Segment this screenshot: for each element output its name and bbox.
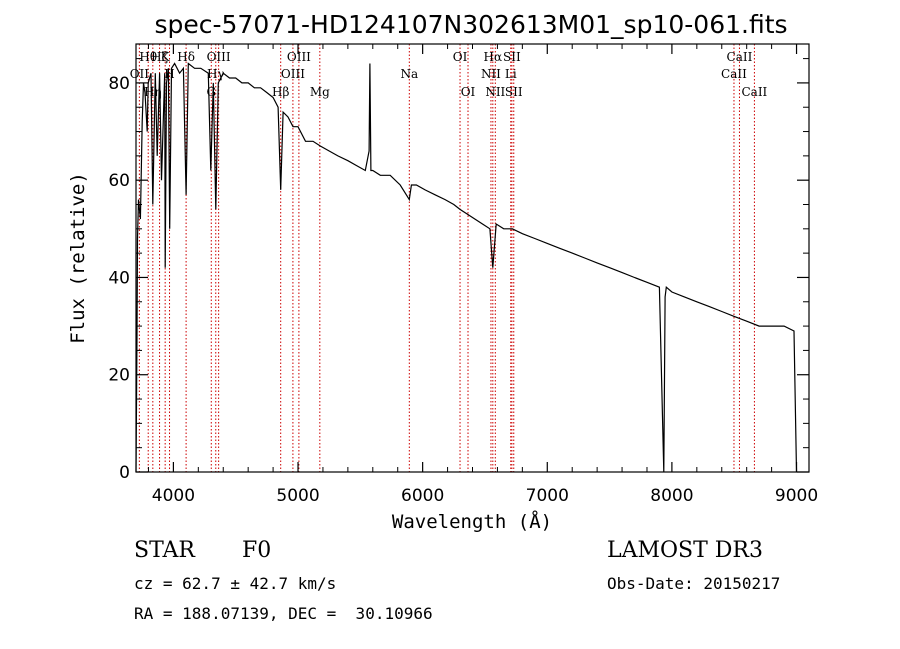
- line-marker-group: [138, 44, 755, 472]
- line-label-10: Hβ: [272, 85, 289, 99]
- x-tick-label-4: 8000: [650, 486, 693, 506]
- line-label-1: Hθ: [139, 50, 157, 64]
- line-label-group: OIIHθHηHζKHHδGHγOIIIHβOIIIOIIIMgNaOIOINI…: [130, 50, 768, 99]
- line-label-18: Hα: [484, 50, 503, 64]
- line-label-15: OI: [453, 50, 468, 64]
- x-tick-label-2: 6000: [401, 486, 444, 506]
- line-label-4: K: [161, 50, 171, 64]
- line-label-3: Hζ: [151, 50, 168, 64]
- x-tick-label-5: 9000: [775, 486, 818, 506]
- coordinates-text: RA = 188.07139, DEC = 30.10966: [134, 604, 433, 623]
- line-label-11: OIII: [281, 67, 305, 81]
- redshift-text: cz = 62.7 ± 42.7 km/s: [134, 574, 337, 593]
- obs-date-text: Obs-Date: 20150217: [607, 574, 781, 593]
- x-axis-label: Wavelength (Å): [392, 510, 552, 533]
- x-tick-label-0: 4000: [152, 486, 195, 506]
- line-label-23: CaII: [721, 67, 747, 81]
- survey-name: LAMOST DR3: [607, 538, 763, 563]
- line-label-6: Hδ: [177, 50, 195, 64]
- y-axis-ticks: 0 20 40 60 80: [108, 58, 809, 483]
- line-label-0: OII: [130, 67, 150, 81]
- y-tick-label-1: 20: [108, 366, 130, 386]
- y-tick-label-4: 80: [108, 74, 130, 94]
- line-label-21: SII: [503, 50, 521, 64]
- chart-title: spec-57071-HD124107N302613M01_sp10-061.f…: [154, 10, 787, 39]
- line-label-13: Mg: [310, 85, 330, 99]
- y-tick-label-3: 60: [108, 171, 130, 191]
- line-label-24: CaII: [727, 50, 753, 64]
- line-label-25: CaII: [741, 85, 767, 99]
- line-label-14: Na: [400, 67, 418, 81]
- line-label-19: NII: [485, 85, 505, 99]
- line-label-9: OIII: [207, 50, 231, 64]
- y-axis-label: Flux (relative): [67, 172, 89, 344]
- object-class: STAR: [134, 538, 195, 563]
- line-label-7: G: [206, 85, 216, 99]
- y-tick-label-0: 0: [119, 463, 130, 483]
- x-tick-label-3: 7000: [526, 486, 569, 506]
- line-label-5: H: [164, 67, 174, 81]
- line-label-12: OIII: [287, 50, 311, 64]
- y-tick-label-2: 40: [108, 268, 130, 288]
- plot-frame: [135, 43, 810, 473]
- line-label-22: SII: [505, 85, 523, 99]
- x-tick-label-1: 5000: [276, 486, 319, 506]
- line-label-20: Li: [505, 67, 517, 81]
- x-axis-ticks: 4000 5000 6000 7000 8000 9000: [147, 44, 818, 506]
- spectrum-series-line: [135, 62, 798, 473]
- object-subclass: F0: [242, 538, 272, 563]
- line-label-16: OI: [461, 85, 476, 99]
- line-label-8: Hγ: [207, 67, 225, 81]
- line-label-17: NII: [481, 67, 501, 81]
